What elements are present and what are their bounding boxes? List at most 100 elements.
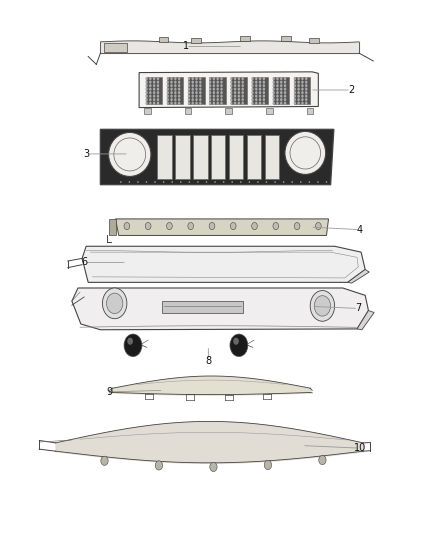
Circle shape: [124, 222, 130, 230]
Bar: [175, 135, 190, 179]
Circle shape: [263, 80, 265, 84]
Circle shape: [153, 91, 155, 94]
Circle shape: [149, 84, 152, 87]
Circle shape: [128, 181, 130, 183]
Circle shape: [195, 102, 198, 104]
Circle shape: [157, 84, 159, 87]
Circle shape: [300, 181, 302, 183]
Circle shape: [272, 77, 275, 80]
Circle shape: [293, 84, 296, 87]
Circle shape: [315, 222, 321, 230]
Circle shape: [216, 77, 219, 80]
Circle shape: [153, 80, 155, 84]
Circle shape: [280, 95, 283, 98]
Circle shape: [230, 222, 236, 230]
Circle shape: [213, 98, 215, 101]
Circle shape: [283, 181, 284, 183]
Circle shape: [127, 337, 133, 345]
Circle shape: [197, 181, 199, 183]
Circle shape: [241, 98, 244, 101]
Circle shape: [178, 102, 180, 104]
Circle shape: [178, 95, 180, 98]
Circle shape: [146, 181, 147, 183]
Circle shape: [264, 461, 272, 470]
Circle shape: [259, 91, 261, 94]
Circle shape: [149, 87, 152, 91]
Circle shape: [305, 95, 307, 98]
Circle shape: [274, 181, 276, 183]
Circle shape: [238, 95, 240, 98]
Bar: [159, 37, 169, 42]
Circle shape: [238, 80, 240, 84]
Circle shape: [178, 91, 180, 94]
Circle shape: [120, 181, 122, 183]
Circle shape: [191, 77, 194, 80]
Bar: [252, 77, 268, 104]
Circle shape: [230, 84, 233, 87]
Circle shape: [153, 102, 155, 104]
Circle shape: [210, 462, 217, 472]
Circle shape: [263, 77, 265, 80]
Circle shape: [145, 80, 148, 84]
Circle shape: [195, 87, 198, 91]
Circle shape: [263, 87, 265, 91]
Circle shape: [199, 91, 201, 94]
Circle shape: [166, 77, 169, 80]
Bar: [231, 77, 247, 104]
Circle shape: [166, 95, 169, 98]
Circle shape: [191, 91, 194, 94]
Circle shape: [230, 95, 233, 98]
Text: 7: 7: [355, 303, 361, 313]
Circle shape: [157, 98, 159, 101]
Circle shape: [209, 102, 211, 104]
Circle shape: [102, 288, 127, 319]
Circle shape: [272, 95, 275, 98]
Circle shape: [220, 95, 223, 98]
Circle shape: [259, 102, 261, 104]
Circle shape: [155, 461, 162, 470]
Circle shape: [174, 102, 177, 104]
Circle shape: [170, 77, 173, 80]
Circle shape: [216, 87, 219, 91]
Circle shape: [259, 84, 261, 87]
Circle shape: [305, 84, 307, 87]
Circle shape: [195, 80, 198, 84]
Circle shape: [297, 98, 300, 101]
Circle shape: [251, 87, 254, 91]
Circle shape: [209, 77, 211, 80]
Circle shape: [199, 84, 201, 87]
Circle shape: [170, 91, 173, 94]
Circle shape: [297, 77, 300, 80]
Circle shape: [280, 77, 283, 80]
Circle shape: [301, 84, 304, 87]
Circle shape: [308, 181, 310, 183]
Circle shape: [272, 87, 275, 91]
Circle shape: [178, 87, 180, 91]
Circle shape: [209, 80, 211, 84]
Circle shape: [251, 102, 254, 104]
Circle shape: [305, 91, 307, 94]
Circle shape: [234, 102, 236, 104]
Polygon shape: [72, 288, 368, 330]
Circle shape: [272, 98, 275, 101]
Circle shape: [220, 77, 223, 80]
Circle shape: [220, 87, 223, 91]
Circle shape: [251, 80, 254, 84]
Circle shape: [319, 455, 326, 465]
Circle shape: [276, 87, 279, 91]
Circle shape: [284, 95, 286, 98]
Circle shape: [209, 84, 211, 87]
Circle shape: [145, 95, 148, 98]
Circle shape: [174, 80, 177, 84]
Polygon shape: [116, 219, 328, 236]
Circle shape: [293, 98, 296, 101]
Circle shape: [284, 87, 286, 91]
Circle shape: [188, 181, 190, 183]
Circle shape: [157, 95, 159, 98]
Circle shape: [149, 80, 152, 84]
Circle shape: [297, 80, 300, 84]
Circle shape: [191, 87, 194, 91]
Circle shape: [259, 98, 261, 101]
Bar: [146, 77, 162, 104]
Circle shape: [157, 102, 159, 104]
